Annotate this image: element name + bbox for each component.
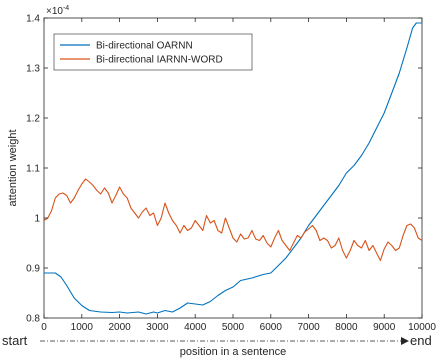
- y-tick-label: 0.9: [26, 264, 40, 275]
- y-exponent-label: ×10-4: [46, 5, 69, 17]
- x-axis-label: position in a sentence: [180, 346, 286, 358]
- legend-box: [53, 33, 253, 71]
- x-tick-label: 6000: [260, 322, 283, 333]
- y-tick-label: 1: [34, 214, 40, 225]
- x-tick-label: 2000: [108, 322, 131, 333]
- x-tick-label: 10000: [408, 322, 436, 333]
- start-label: start: [2, 333, 28, 348]
- x-tick-label: 4000: [184, 322, 207, 333]
- series-line-1: [44, 22, 422, 315]
- series-layer: [43, 22, 423, 315]
- arrow-head: [401, 337, 409, 345]
- legend: Bi-directional OARNN Bi-directional IARN…: [53, 33, 253, 71]
- y-tick-label: 1.2: [26, 114, 40, 125]
- x-tick-label: 9000: [373, 322, 396, 333]
- y-tick-label: 1.1: [26, 164, 40, 175]
- legend-label-iarnn: Bi-directional IARNN-WORD: [96, 55, 223, 66]
- y-tick-label: 0.8: [26, 314, 40, 325]
- end-label: end: [410, 333, 432, 348]
- x-tick-label: 1000: [71, 322, 94, 333]
- x-tick-label: 3000: [146, 322, 169, 333]
- y-axis-ticks: 0.8 0.9 1 1.1 1.2 1.3 1.4: [26, 14, 422, 325]
- y-tick-label: 1.3: [26, 64, 40, 75]
- series-line-2: [43, 178, 423, 262]
- y-tick-label: 1.4: [26, 14, 40, 25]
- x-tick-label: 5000: [222, 322, 245, 333]
- x-tick-label: 8000: [335, 322, 358, 333]
- x-tick-label: 7000: [297, 322, 320, 333]
- legend-label-oarnn: Bi-directional OARNN: [96, 41, 193, 52]
- x-tick-label: 0: [41, 322, 47, 333]
- x-axis-ticks: 0 1000 2000 3000 4000 5000 6000 7000 8000 9000 100…: [41, 18, 436, 333]
- y-axis-label: attention weight: [7, 129, 19, 206]
